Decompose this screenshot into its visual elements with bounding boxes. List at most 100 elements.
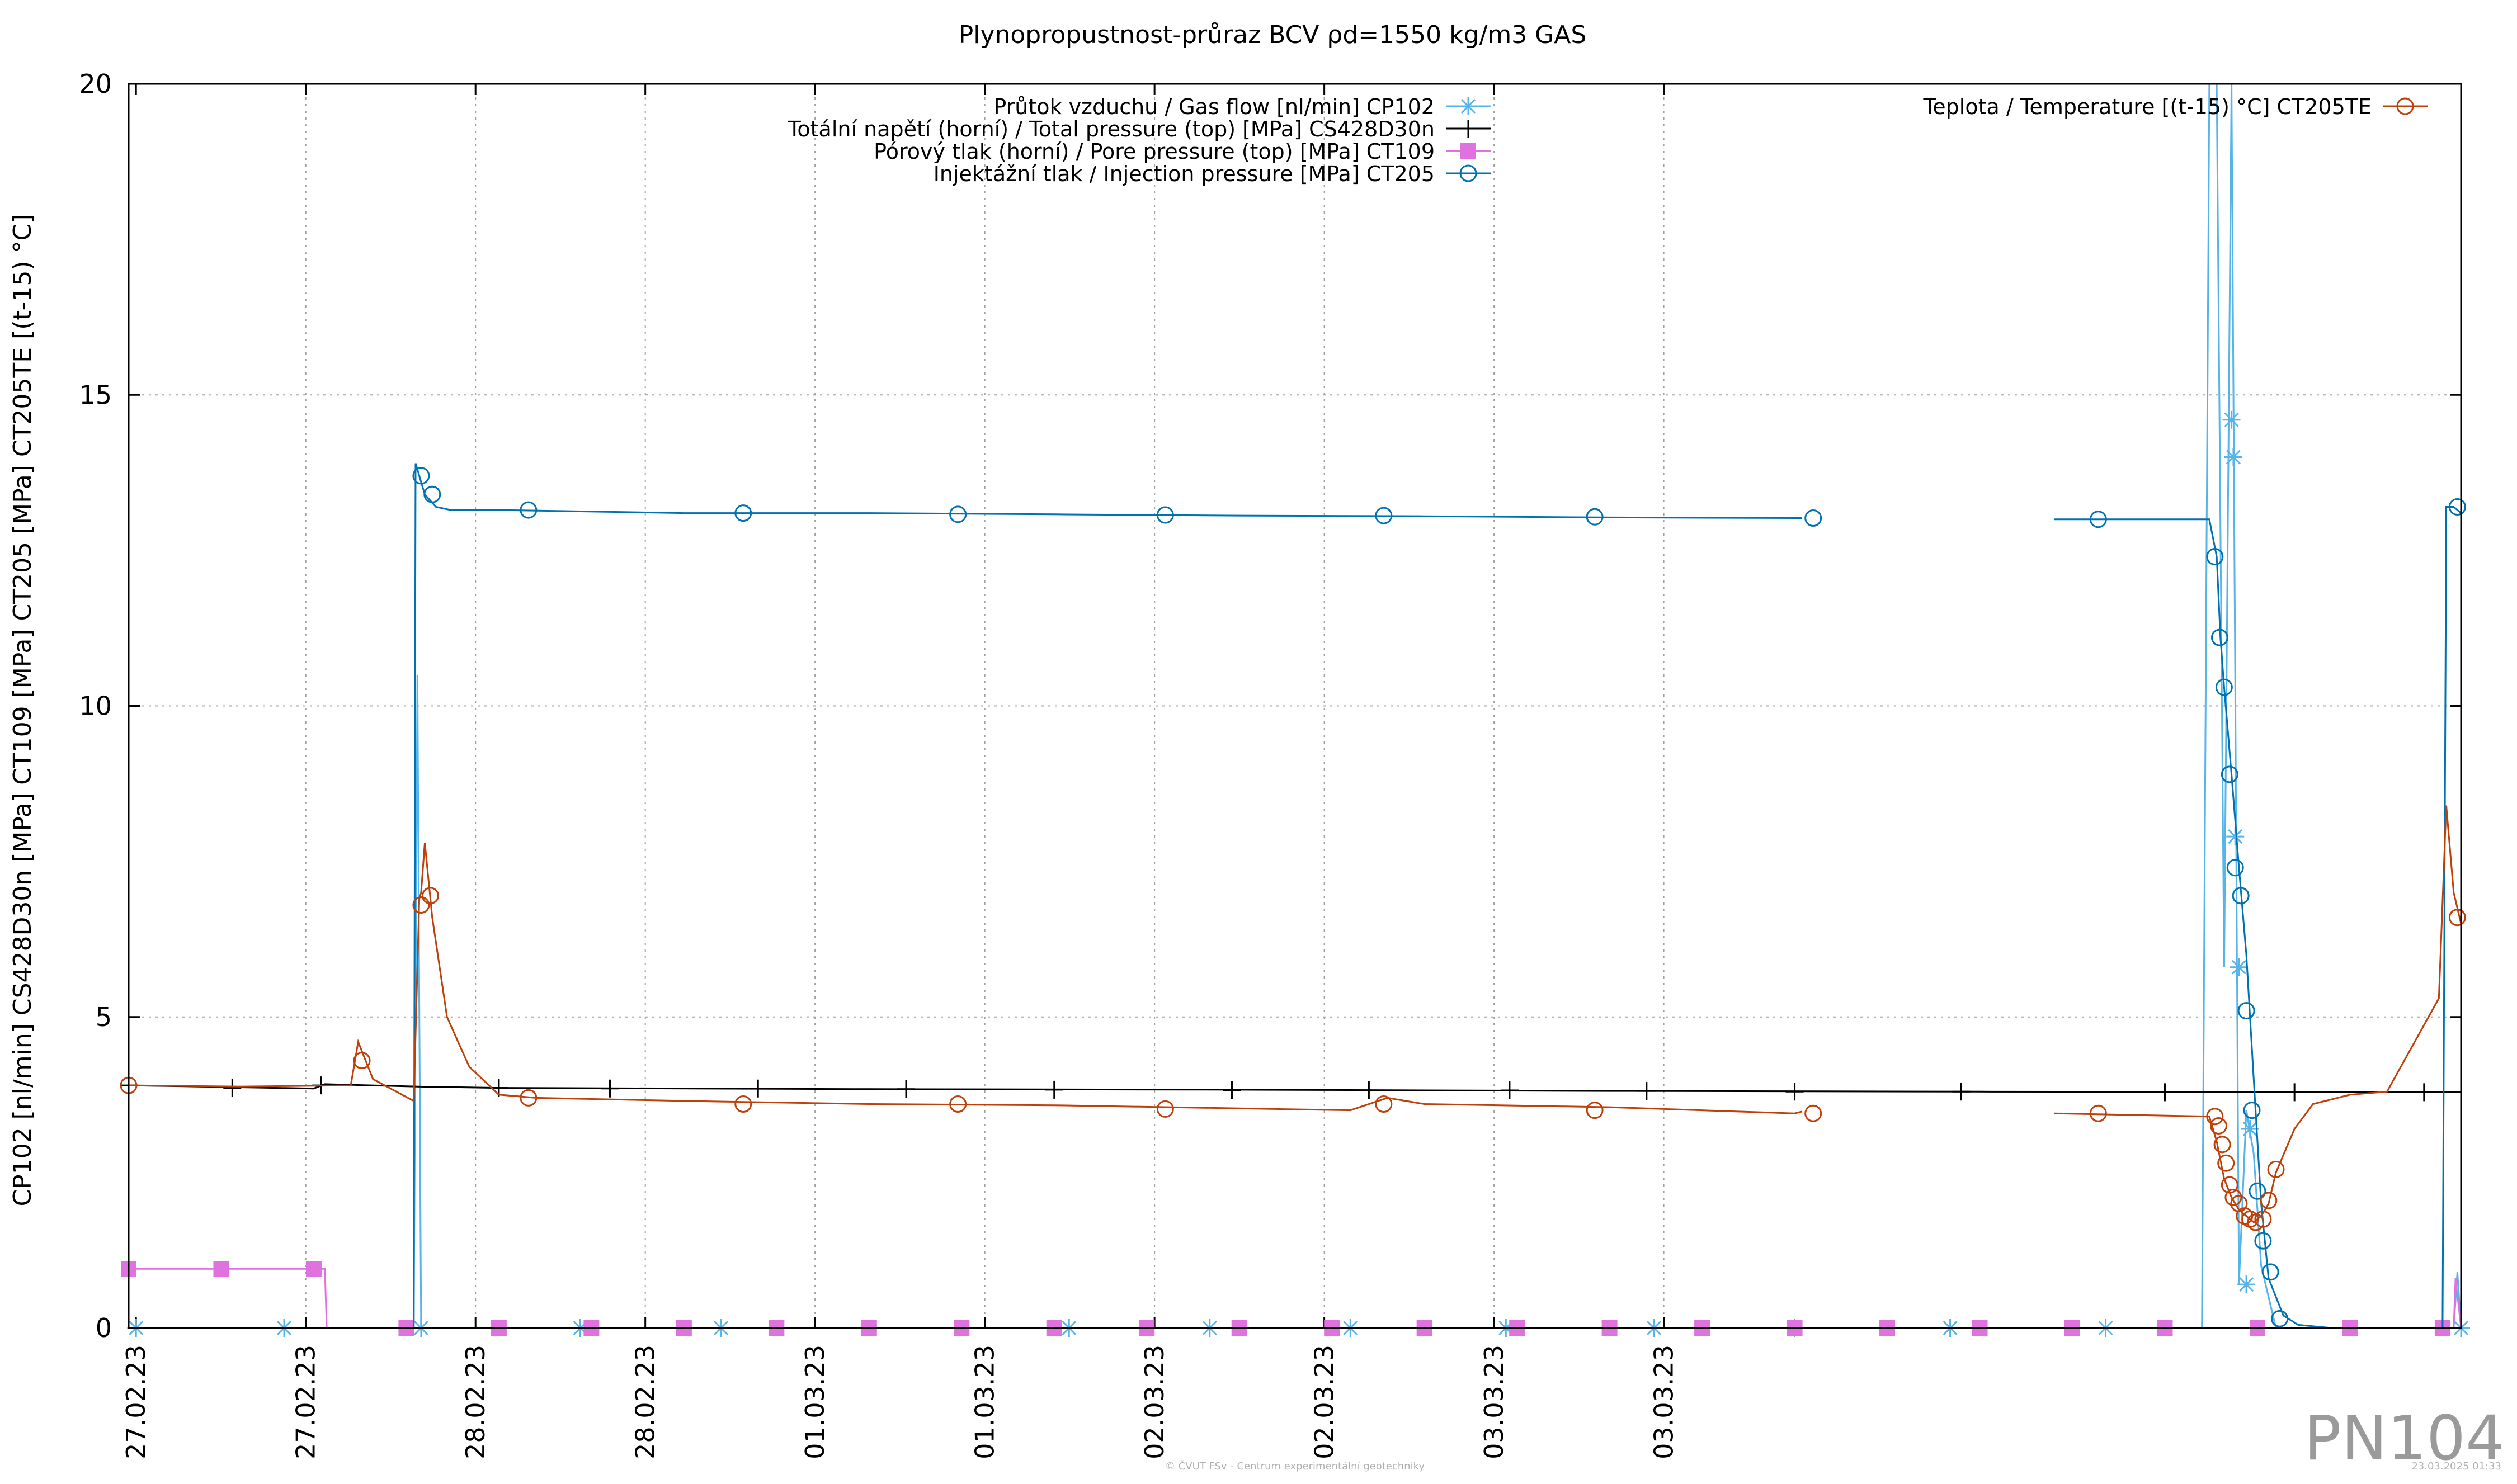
data-point xyxy=(412,467,430,485)
data-point xyxy=(2221,765,2238,783)
x-tick-label: 27.02.23 xyxy=(121,1345,151,1459)
data-point xyxy=(2089,511,2107,528)
data-point xyxy=(2261,1263,2279,1281)
data-point xyxy=(2448,909,2466,927)
data-point xyxy=(749,1079,767,1098)
plot-frame xyxy=(128,83,2462,1329)
data-point xyxy=(2448,498,2466,516)
data-point xyxy=(2230,958,2248,976)
data-point xyxy=(949,505,967,523)
data-point xyxy=(223,1079,242,1097)
y-tick-label: 10 xyxy=(79,691,112,721)
series xyxy=(120,1076,2462,1102)
data-point xyxy=(2247,1213,2265,1231)
x-tick-label: 03.03.23 xyxy=(1649,1345,1679,1459)
watermark: PN104 xyxy=(2304,1402,2505,1474)
y-tick-label: 20 xyxy=(79,69,112,99)
data-point xyxy=(1156,1100,1174,1118)
data-point xyxy=(2226,859,2244,877)
data-point xyxy=(2224,1188,2242,1206)
data-point xyxy=(2213,1136,2231,1154)
data-point xyxy=(601,1079,619,1098)
data-point xyxy=(1459,164,1477,182)
y-tick-label: 5 xyxy=(96,1002,112,1032)
data-point xyxy=(305,1261,322,1277)
series-line xyxy=(129,1268,2462,1329)
chart-title: Plynopropustnost-průraz BCV ρd=1550 kg/m… xyxy=(959,21,1587,49)
data-point xyxy=(2224,448,2242,466)
data-point xyxy=(2217,1154,2235,1172)
legend-entry: Pórový tlak (horní) / Pore pressure (top… xyxy=(874,139,1491,164)
x-tick-label: 01.03.23 xyxy=(970,1345,1000,1459)
footer-left: © ČVUT FSv - Centrum experimentální geot… xyxy=(1165,1460,1425,1472)
axes: 0 5 10 15 20 27.02.23 27.02.23 28.02.23 28.02.23… xyxy=(79,69,2461,1459)
series xyxy=(127,83,2470,1337)
data-point xyxy=(1460,143,1476,159)
legend-entry: Průtok vzduchu / Gas flow [nl/min] CP102 xyxy=(993,94,1491,119)
data-point xyxy=(353,1052,371,1070)
data-point xyxy=(1156,506,1174,524)
data-point xyxy=(2215,678,2233,696)
data-point xyxy=(421,887,439,905)
data-point xyxy=(1500,1081,1519,1100)
data-point xyxy=(2271,1310,2289,1327)
y-tick-label: 15 xyxy=(79,380,112,410)
footer-right: 23.03.2025 01:33 xyxy=(2411,1461,2501,1472)
data-point xyxy=(213,1261,229,1277)
x-tick-label: 02.03.23 xyxy=(1139,1345,1170,1459)
data-point xyxy=(2206,1108,2224,1126)
y-axis-label: CP102 [nl/min] CS428D30n [MPa] CT109 [MP… xyxy=(8,214,37,1206)
series-layer xyxy=(120,83,2470,1337)
data-point xyxy=(2209,1117,2227,1135)
data-point xyxy=(2254,1232,2272,1250)
data-point xyxy=(897,1080,915,1098)
x-tick-label: 28.02.23 xyxy=(460,1345,491,1459)
data-point xyxy=(1375,1095,1393,1113)
data-point xyxy=(1223,1081,1241,1100)
data-point xyxy=(2221,1176,2238,1194)
data-point xyxy=(1459,97,1477,115)
data-point xyxy=(1637,1082,1656,1100)
data-point xyxy=(1360,1081,1378,1100)
data-point xyxy=(2226,828,2245,846)
x-tick-label: 27.02.23 xyxy=(291,1345,321,1459)
data-point xyxy=(949,1095,967,1113)
data-point xyxy=(2267,1160,2285,1178)
x-tick-label: 02.03.23 xyxy=(1309,1345,1340,1459)
data-point xyxy=(2249,1182,2266,1200)
data-point xyxy=(2241,1120,2259,1138)
data-point xyxy=(1586,508,1604,526)
data-point xyxy=(1045,1080,1063,1099)
x-tick-label: 28.02.23 xyxy=(630,1345,661,1459)
data-point xyxy=(1785,1083,1804,1101)
legend-label: Injektážní tlak / Injection pressure [MP… xyxy=(934,162,1435,186)
x-tick-label: 01.03.23 xyxy=(800,1345,830,1459)
data-point xyxy=(2089,1104,2107,1122)
legend-label: Teplota / Temperature [(t-15) °C] CT205T… xyxy=(1923,94,2372,119)
data-point xyxy=(2237,1275,2256,1294)
data-point xyxy=(1459,120,1477,138)
data-point xyxy=(412,896,430,914)
legend-entry: Totální napětí (horní) / Total pressure … xyxy=(788,117,1491,141)
legend-entry: Injektážní tlak / Injection pressure [MP… xyxy=(934,162,1491,186)
data-point xyxy=(734,1095,752,1113)
series-line xyxy=(128,805,2462,1223)
data-point xyxy=(2210,628,2228,646)
data-point xyxy=(1952,1083,1971,1101)
data-point xyxy=(1804,509,1822,527)
series-line xyxy=(128,1083,2462,1093)
data-point xyxy=(734,504,752,522)
data-point xyxy=(2260,1192,2278,1209)
data-point xyxy=(1804,1104,1822,1122)
series xyxy=(120,805,2466,1231)
data-point xyxy=(2285,1083,2304,1102)
data-point xyxy=(2206,548,2224,565)
legend-label: Totální napětí (horní) / Total pressure … xyxy=(788,117,1435,141)
data-point xyxy=(2254,1210,2272,1228)
data-point xyxy=(2415,1083,2433,1102)
data-point xyxy=(1586,1102,1604,1119)
data-point xyxy=(2222,410,2241,429)
data-point xyxy=(2243,1102,2261,1119)
